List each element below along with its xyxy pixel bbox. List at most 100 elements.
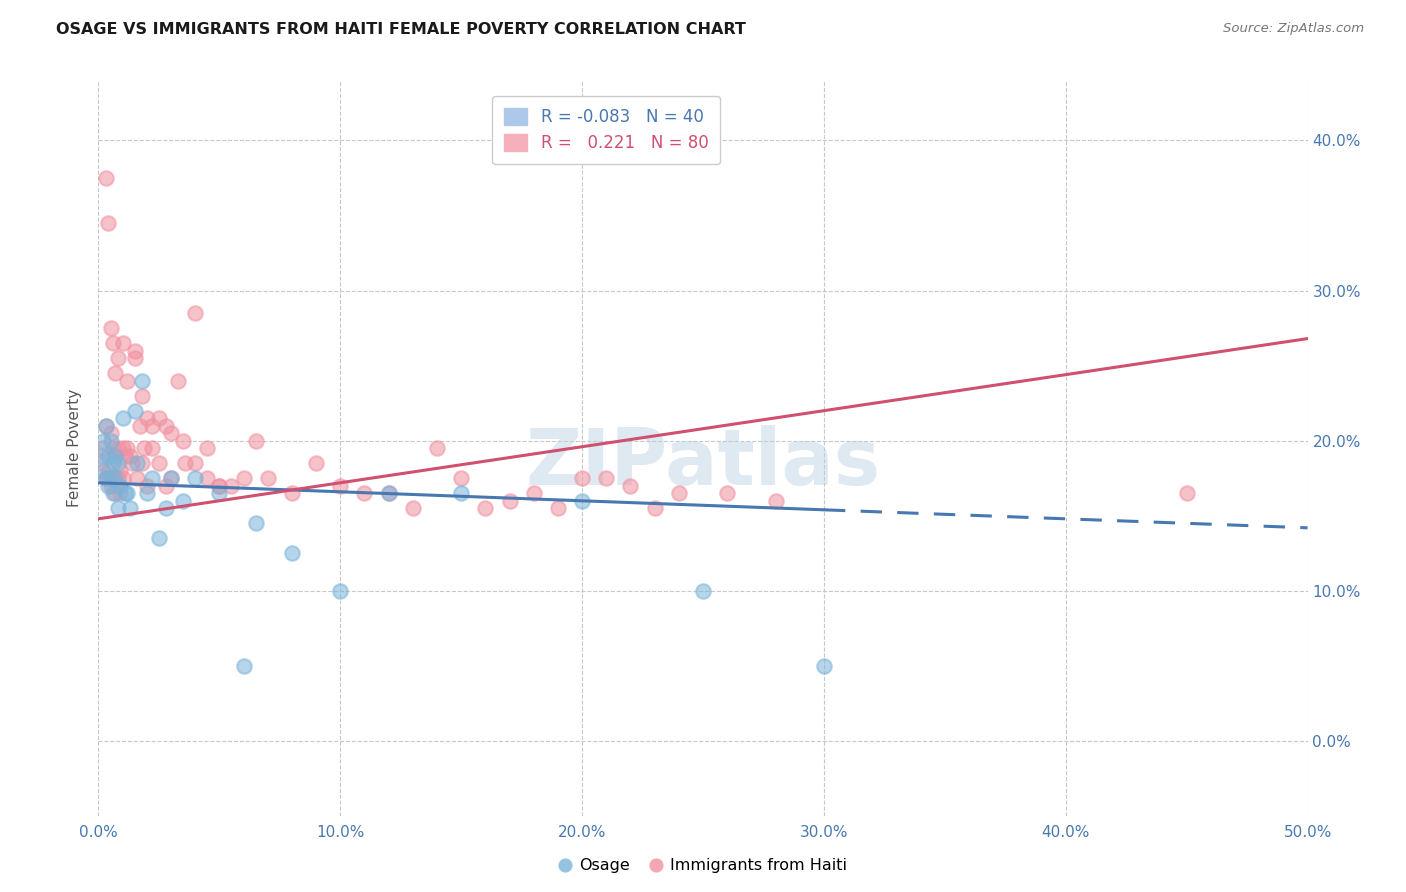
Point	[111, 411, 134, 425]
Point	[148, 456, 170, 470]
Point	[195, 441, 218, 455]
Point	[498, 493, 520, 508]
Point	[104, 366, 127, 380]
Point	[813, 659, 835, 673]
Point	[172, 434, 194, 448]
Point	[281, 546, 304, 560]
Point	[118, 501, 141, 516]
Point	[114, 449, 136, 463]
Point	[256, 471, 278, 485]
Point	[135, 411, 157, 425]
Point	[117, 486, 139, 500]
Point	[107, 441, 129, 455]
Point	[595, 471, 617, 485]
Point	[90, 449, 112, 463]
Text: Source: ZipAtlas.com: Source: ZipAtlas.com	[1223, 22, 1364, 36]
Point	[716, 486, 738, 500]
Point	[107, 351, 129, 365]
Y-axis label: Female Poverty: Female Poverty	[67, 389, 83, 508]
Point	[127, 471, 149, 485]
Point	[104, 471, 127, 485]
Point	[100, 479, 122, 493]
Point	[117, 441, 139, 455]
Point	[90, 456, 112, 470]
Point	[141, 471, 163, 485]
Point	[104, 449, 127, 463]
Point	[450, 471, 472, 485]
Point	[644, 501, 666, 516]
Point	[101, 441, 124, 455]
Point	[245, 516, 267, 531]
Point	[329, 583, 352, 598]
Point	[94, 170, 117, 185]
Point	[172, 493, 194, 508]
Point	[128, 418, 150, 433]
Point	[450, 486, 472, 500]
Point	[131, 389, 153, 403]
Point	[108, 479, 131, 493]
Point	[692, 583, 714, 598]
Point	[97, 449, 120, 463]
Point	[221, 479, 243, 493]
Point	[107, 471, 129, 485]
Point	[91, 434, 114, 448]
Point	[121, 456, 143, 470]
Point	[108, 486, 131, 500]
Point	[127, 456, 149, 470]
Point	[148, 411, 170, 425]
Point	[155, 479, 177, 493]
Point	[160, 471, 183, 485]
Point	[208, 479, 231, 493]
Point	[1175, 486, 1198, 500]
Point	[571, 471, 593, 485]
Point	[118, 449, 141, 463]
Point	[111, 336, 134, 351]
Point	[94, 471, 117, 485]
Legend: Osage, Immigrants from Haiti: Osage, Immigrants from Haiti	[553, 852, 853, 880]
Point	[108, 464, 131, 478]
Point	[141, 441, 163, 455]
Point	[426, 441, 449, 455]
Point	[117, 374, 139, 388]
Point	[97, 464, 120, 478]
Point	[353, 486, 375, 500]
Point	[329, 479, 352, 493]
Point	[232, 471, 254, 485]
Point	[174, 456, 197, 470]
Text: ZIPatlas: ZIPatlas	[526, 425, 880, 501]
Point	[135, 479, 157, 493]
Point	[474, 501, 496, 516]
Point	[155, 501, 177, 516]
Point	[101, 456, 124, 470]
Point	[100, 471, 122, 485]
Point	[124, 403, 146, 417]
Point	[101, 486, 124, 500]
Point	[131, 374, 153, 388]
Point	[765, 493, 787, 508]
Point	[94, 418, 117, 433]
Point	[114, 486, 136, 500]
Point	[184, 306, 207, 320]
Point	[208, 486, 231, 500]
Point	[155, 418, 177, 433]
Point	[245, 434, 267, 448]
Point	[523, 486, 546, 500]
Point	[104, 486, 127, 500]
Point	[101, 336, 124, 351]
Point	[377, 486, 399, 500]
Point	[100, 426, 122, 441]
Point	[232, 659, 254, 673]
Point	[195, 471, 218, 485]
Point	[160, 426, 183, 441]
Point	[160, 471, 183, 485]
Point	[148, 532, 170, 546]
Point	[124, 343, 146, 358]
Point	[91, 464, 114, 478]
Point	[101, 471, 124, 485]
Legend: R = -0.083   N = 40, R =   0.221   N = 80: R = -0.083 N = 40, R = 0.221 N = 80	[492, 96, 720, 164]
Point	[107, 501, 129, 516]
Point	[111, 471, 134, 485]
Point	[100, 321, 122, 335]
Point	[131, 456, 153, 470]
Point	[111, 441, 134, 455]
